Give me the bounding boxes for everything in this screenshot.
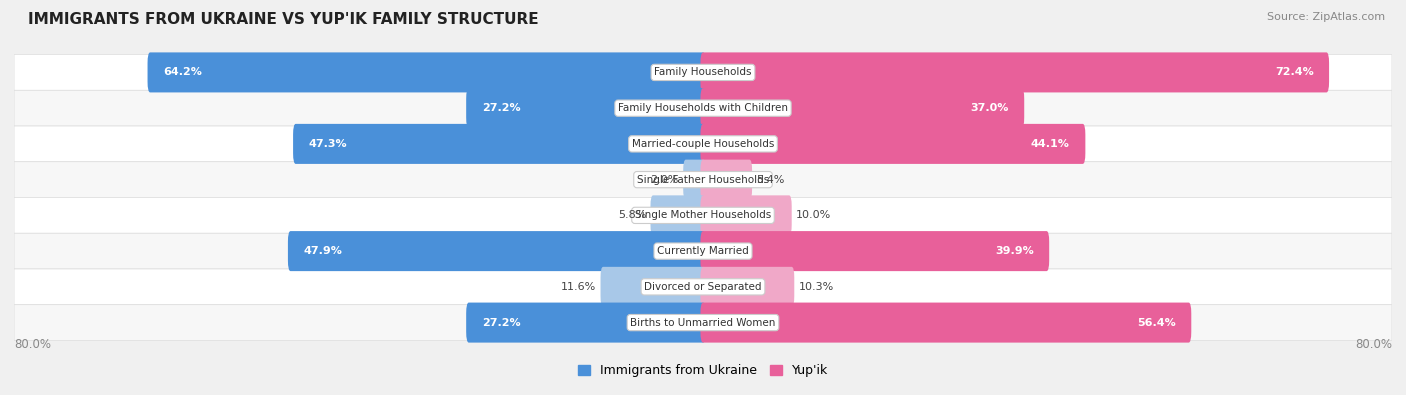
Text: 47.9%: 47.9%	[304, 246, 342, 256]
Text: 11.6%: 11.6%	[561, 282, 596, 292]
Text: Source: ZipAtlas.com: Source: ZipAtlas.com	[1267, 12, 1385, 22]
Text: Divorced or Separated: Divorced or Separated	[644, 282, 762, 292]
FancyBboxPatch shape	[467, 303, 706, 342]
FancyBboxPatch shape	[288, 231, 706, 271]
Text: 80.0%: 80.0%	[1355, 338, 1392, 351]
FancyBboxPatch shape	[700, 88, 1024, 128]
FancyBboxPatch shape	[14, 305, 1392, 340]
FancyBboxPatch shape	[14, 55, 1392, 90]
FancyBboxPatch shape	[600, 267, 706, 307]
Legend: Immigrants from Ukraine, Yup'ik: Immigrants from Ukraine, Yup'ik	[578, 364, 828, 377]
Text: 10.0%: 10.0%	[796, 211, 831, 220]
Text: 27.2%: 27.2%	[482, 318, 520, 327]
FancyBboxPatch shape	[700, 160, 752, 199]
FancyBboxPatch shape	[14, 90, 1392, 126]
FancyBboxPatch shape	[14, 269, 1392, 305]
FancyBboxPatch shape	[14, 233, 1392, 269]
Text: Family Households: Family Households	[654, 68, 752, 77]
FancyBboxPatch shape	[683, 160, 706, 199]
Text: 37.0%: 37.0%	[970, 103, 1008, 113]
FancyBboxPatch shape	[467, 88, 706, 128]
Text: 47.3%: 47.3%	[308, 139, 347, 149]
Text: 44.1%: 44.1%	[1031, 139, 1070, 149]
FancyBboxPatch shape	[700, 303, 1191, 342]
Text: 5.4%: 5.4%	[756, 175, 785, 184]
Text: 27.2%: 27.2%	[482, 103, 520, 113]
Text: 80.0%: 80.0%	[14, 338, 51, 351]
FancyBboxPatch shape	[292, 124, 706, 164]
FancyBboxPatch shape	[14, 126, 1392, 162]
FancyBboxPatch shape	[700, 124, 1085, 164]
Text: Married-couple Households: Married-couple Households	[631, 139, 775, 149]
Text: Family Households with Children: Family Households with Children	[619, 103, 787, 113]
FancyBboxPatch shape	[700, 231, 1049, 271]
FancyBboxPatch shape	[700, 196, 792, 235]
Text: 39.9%: 39.9%	[995, 246, 1033, 256]
Text: Currently Married: Currently Married	[657, 246, 749, 256]
Text: 56.4%: 56.4%	[1137, 318, 1175, 327]
Text: 72.4%: 72.4%	[1275, 68, 1313, 77]
FancyBboxPatch shape	[700, 267, 794, 307]
FancyBboxPatch shape	[651, 196, 706, 235]
FancyBboxPatch shape	[700, 53, 1329, 92]
Text: Single Father Households: Single Father Households	[637, 175, 769, 184]
Text: 2.0%: 2.0%	[651, 175, 679, 184]
FancyBboxPatch shape	[148, 53, 706, 92]
Text: 10.3%: 10.3%	[799, 282, 834, 292]
Text: Births to Unmarried Women: Births to Unmarried Women	[630, 318, 776, 327]
Text: 64.2%: 64.2%	[163, 68, 202, 77]
Text: 5.8%: 5.8%	[617, 211, 647, 220]
FancyBboxPatch shape	[14, 162, 1392, 198]
FancyBboxPatch shape	[14, 198, 1392, 233]
Text: IMMIGRANTS FROM UKRAINE VS YUP'IK FAMILY STRUCTURE: IMMIGRANTS FROM UKRAINE VS YUP'IK FAMILY…	[28, 12, 538, 27]
Text: Single Mother Households: Single Mother Households	[636, 211, 770, 220]
